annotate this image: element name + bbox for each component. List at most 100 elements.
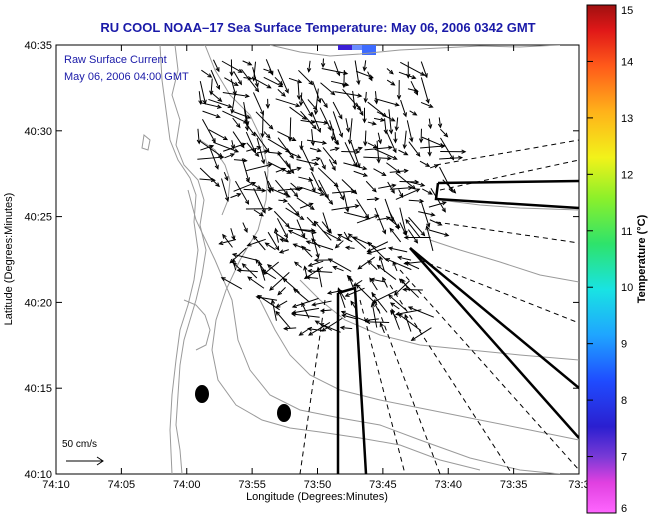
current-arrow [343, 162, 368, 171]
current-arrow [287, 166, 302, 173]
current-arrow [437, 117, 443, 129]
current-arrow [243, 109, 250, 132]
current-arrow [277, 137, 294, 159]
current-arrow [222, 233, 233, 248]
scale-arrow [66, 456, 104, 466]
current-arrow [241, 69, 260, 93]
current-arrow [287, 202, 300, 216]
x-tick-label: 73:45 [369, 479, 397, 491]
colorbar-tick-label: 13 [621, 113, 633, 125]
current-arrow [223, 171, 229, 182]
current-arrow [287, 151, 302, 159]
sst-patch-1 [338, 45, 352, 50]
current-arrow [292, 288, 310, 303]
current-arrow [290, 182, 300, 191]
current-arrow [232, 131, 245, 149]
current-arrow [400, 99, 407, 118]
current-arrow [278, 249, 289, 254]
current-arrow [379, 322, 385, 334]
current-arrow [332, 265, 344, 272]
scale-label: 50 cm/s [62, 439, 97, 450]
current-arrow [427, 118, 433, 130]
colorbar-tick-label: 12 [621, 169, 633, 181]
current-arrow [253, 77, 272, 89]
current-arrow [264, 242, 276, 251]
current-arrow [429, 219, 443, 226]
current-arrow [376, 140, 381, 164]
current-arrow [378, 183, 397, 189]
x-axis-label: Longitude (Degrees:Minutes) [246, 491, 388, 503]
x-tick-label: 74:10 [42, 479, 70, 491]
current-arrow [265, 98, 271, 109]
current-arrow [352, 90, 357, 111]
colorbar-tick-label: 9 [621, 339, 627, 351]
current-arrow [398, 278, 420, 298]
current-arrow [350, 300, 357, 311]
current-arrow [320, 58, 326, 69]
current-arrow [370, 302, 378, 328]
beam-dash-1 [435, 139, 579, 166]
y-tick-label: 40:15 [24, 383, 52, 395]
current-arrow [440, 149, 467, 154]
current-arrow [300, 110, 317, 130]
current-arrow [212, 59, 220, 73]
current-arrow [408, 141, 421, 157]
current-arrow [220, 277, 243, 290]
current-arrow [391, 308, 401, 330]
bathymetry-contours [141, 45, 579, 474]
current-arrow [307, 322, 331, 336]
current-arrow [300, 97, 313, 118]
current-arrow [311, 232, 320, 259]
x-tick-label: 73:3 [568, 479, 589, 491]
current-arrow [398, 189, 404, 199]
current-arrow [393, 280, 410, 296]
current-arrow [367, 260, 378, 271]
current-arrow [243, 76, 253, 81]
current-arrow [365, 319, 390, 325]
current-arrow [330, 128, 336, 142]
current-arrow [311, 111, 321, 134]
current-arrow [321, 230, 342, 241]
colorbar-tick-label: 6 [621, 503, 627, 515]
current-arrow [341, 149, 361, 155]
current-arrow [425, 225, 434, 252]
y-tick-label: 40:35 [24, 40, 52, 52]
colorbar-tick-label: 14 [621, 56, 633, 68]
current-arrow [230, 193, 242, 199]
current-arrow [387, 181, 395, 194]
coastline-main [171, 45, 207, 474]
current-arrow [331, 204, 360, 211]
current-arrow [377, 132, 383, 145]
current-arrow [420, 77, 430, 104]
current-arrow [403, 235, 431, 240]
current-arrow [341, 313, 356, 320]
current-arrow [208, 129, 229, 141]
current-arrow [261, 269, 277, 280]
current-arrow [313, 257, 330, 263]
current-arrow [396, 80, 402, 100]
current-arrow [253, 187, 266, 214]
current-arrow [301, 147, 314, 173]
colorbar-tick-label: 11 [621, 226, 632, 238]
current-arrow [258, 260, 266, 281]
current-arrow [406, 120, 414, 143]
current-arrow [200, 144, 215, 151]
current-arrow [321, 221, 332, 234]
current-arrow [309, 147, 322, 153]
colorbar [586, 4, 617, 514]
beam-solid-2 [434, 182, 579, 210]
current-arrow [418, 128, 424, 144]
coastline-long-island [269, 45, 561, 57]
current-arrow [419, 160, 431, 167]
current-arrow [270, 299, 277, 321]
current-arrow [388, 109, 394, 135]
current-arrow [298, 69, 314, 86]
current-arrow [321, 317, 343, 332]
current-arrow [382, 276, 388, 288]
current-arrow [260, 112, 265, 139]
current-arrow [428, 229, 450, 237]
current-arrow [245, 163, 273, 172]
land-blob-2 [277, 404, 291, 422]
current-arrow [393, 132, 398, 144]
current-arrow [363, 130, 368, 147]
